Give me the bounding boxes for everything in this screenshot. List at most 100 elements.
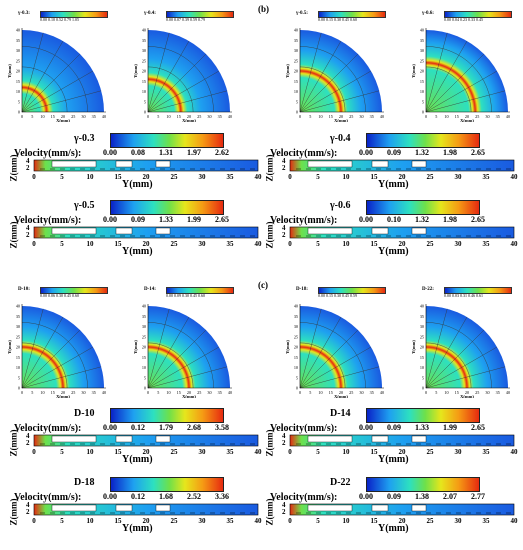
z-tick-label: 4 [26, 501, 30, 509]
streamline-arc [147, 46, 214, 113]
streamline [21, 329, 81, 389]
colorbar-tick-label: 2.07 [443, 492, 457, 501]
y-tick-label: 25 [426, 173, 434, 181]
y-axis-ticks: 0 5 10 15 20 25 30 35 40 [32, 240, 261, 248]
velocity-label: Velocity(mm/s): [14, 492, 82, 503]
quarter-title: γ-0.5: [296, 11, 308, 16]
streamline [425, 53, 485, 113]
quarter-colorbar-ticks: 0.00 0.10 0.52 0.79 1.05 [40, 17, 79, 22]
x-tick-label: 25 [71, 390, 75, 395]
y-tick-label: 35 [482, 240, 490, 248]
obstacle-block [307, 160, 353, 168]
streamline [21, 53, 81, 113]
streamline [147, 329, 207, 389]
y-tick-label: 0 [32, 240, 36, 248]
case-label: γ-0.5 [74, 200, 95, 211]
x-tick-label: 5 [31, 114, 33, 119]
c-quarter-plot-1: D-14: 0.00 0.09 0.30 0.45 0.60 0 0 5 5 10 10 15 1… [134, 287, 242, 399]
slabs_b-slab-plot-1: γ-0.4 Velocity(mm/s): 0.00 0.09 1.32 1.98 2.65… [265, 133, 518, 190]
y-tick-label: 15 [370, 240, 378, 248]
slabs_b-slab-plot-3: γ-0.6 Velocity(mm/s): 0.00 0.10 1.32 1.98 2.65… [265, 200, 518, 257]
b-quarter-plot-0: γ-0.3: 0.00 0.10 0.52 0.79 1.05 0 0 5 5 10 10 15… [8, 11, 116, 122]
streamline [299, 366, 380, 389]
slab-field [33, 434, 259, 447]
x-tick-label: 35 [218, 390, 222, 395]
y-tick-label: 25 [426, 448, 434, 456]
y-tick-label: 15 [420, 79, 424, 84]
y-axis-ticks: 0 5 10 15 20 25 30 35 40 [288, 517, 517, 525]
y-tick-label: 35 [142, 314, 146, 319]
velocity-colorbar [366, 477, 480, 492]
y-tick-label: 30 [16, 48, 20, 53]
streamline-arc [425, 46, 492, 113]
y-tick-label: 40 [510, 173, 518, 181]
obstacle-block [51, 160, 97, 168]
y-axis-label: Y(mm) [412, 64, 416, 78]
x-tick-label: 15 [455, 114, 459, 119]
y-tick-label: 30 [16, 324, 20, 329]
velocity-colorbar-ticks: 0.00 0.12 1.79 2.68 3.58 [103, 423, 229, 433]
velocity-colorbar-ticks: 0.00 0.09 1.33 1.99 2.65 [103, 215, 229, 225]
y-axis-label: Y(mm) [122, 179, 153, 190]
x-tick-label: 5 [435, 390, 437, 395]
colorbar-tick-label: 2.77 [471, 492, 485, 501]
quarter-field-svg: 00 5 5 10 10 15 15 20 20 25 25 30 30 35 35 40 40 X(mm) Y(m… [134, 304, 232, 399]
case-label: D-18 [74, 477, 95, 488]
y-tick-label: 10 [142, 365, 146, 370]
quarter-axes [147, 28, 232, 113]
colorbar-tick-label: 0.00 [359, 215, 373, 224]
x-tick-label: 30 [485, 390, 489, 395]
case-label: D-14 [330, 408, 351, 419]
x-tick-label: 10 [40, 114, 44, 119]
obstacle-block [307, 435, 353, 443]
x-tick-label: 0 [425, 390, 427, 395]
section-c-label: (c) [258, 280, 268, 290]
colorbar-tick-label: 1.68 [159, 492, 173, 501]
slab-field [289, 503, 515, 516]
y-tick-label: 25 [170, 448, 178, 456]
z-axis-label: Z(mm) [264, 429, 275, 457]
y-tick-label: 30 [454, 240, 462, 248]
x-tick-label: 25 [475, 390, 479, 395]
y-tick-label: 15 [114, 448, 122, 456]
y-tick-label: 0 [288, 240, 292, 248]
x-tick-label: 0 [299, 114, 301, 119]
case-label: γ-0.6 [330, 200, 351, 211]
streamline [147, 346, 220, 389]
y-axis-label: Y(mm) [122, 523, 153, 534]
velocity-colorbar [366, 408, 480, 423]
slabs_c-slab-plot-3: D-22 Velocity(mm/s): 0.00 0.09 1.38 2.07 2.77 Z… [265, 477, 518, 534]
obstacle-block [411, 435, 427, 443]
y-tick-label: 15 [370, 173, 378, 181]
velocity-label: Velocity(mm/s): [14, 215, 82, 226]
x-tick-label: 40 [506, 114, 510, 119]
y-tick-label: 20 [142, 240, 150, 248]
colorbar-tick-label: 0.00 [359, 492, 373, 501]
y-tick-label: 35 [226, 517, 234, 525]
y-tick-label: 25 [170, 517, 178, 525]
z-tick-label: 4 [282, 501, 286, 509]
y-tick-label: 25 [420, 58, 424, 63]
y-tick-label: 10 [16, 89, 20, 94]
quarter-title: D-18: [296, 287, 308, 292]
y-tick-label: 5 [18, 375, 20, 380]
obstacle-block [307, 504, 353, 512]
x-tick-label: 40 [102, 390, 106, 395]
y-tick-label: 30 [294, 324, 298, 329]
x-tick-label: 25 [71, 114, 75, 119]
colorbar-tick-label: 0.08 [131, 148, 145, 157]
quarter-axes [147, 304, 232, 389]
y-tick-label: 30 [142, 48, 146, 53]
x-tick-label: 25 [197, 390, 201, 395]
x-tick-label: 25 [475, 114, 479, 119]
case-label: D-10 [74, 408, 95, 419]
y-tick-label: 0 [144, 110, 146, 115]
y-tick-label: 0 [32, 517, 36, 525]
x-tick-label: 30 [81, 114, 85, 119]
x-tick-label: 20 [61, 114, 65, 119]
x-tick-label: 10 [166, 114, 170, 119]
streamline [21, 308, 44, 389]
y-tick-label: 5 [60, 448, 64, 456]
y-axis-ticks: 0 5 10 15 20 25 30 35 40 [32, 448, 261, 456]
